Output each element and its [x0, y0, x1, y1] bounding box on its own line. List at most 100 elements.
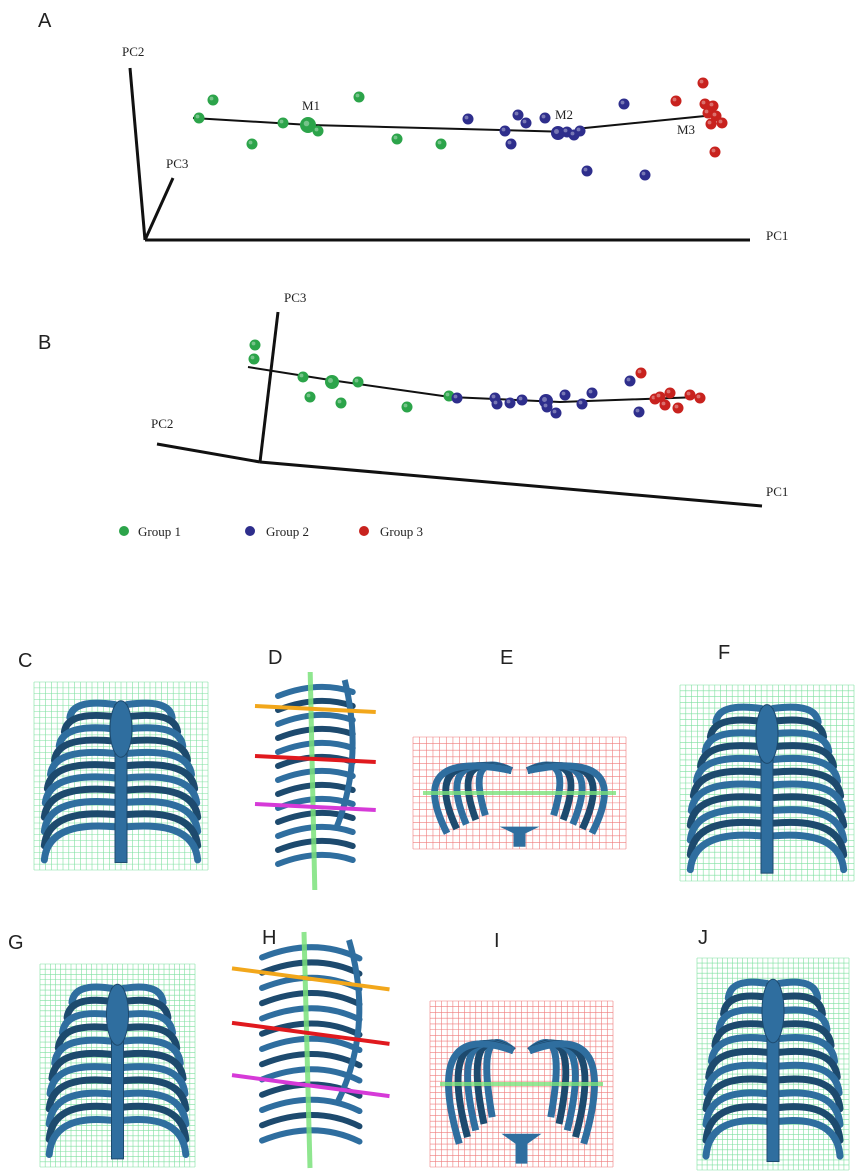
point: [654, 391, 666, 403]
point: [664, 387, 676, 399]
point: [297, 371, 309, 383]
rib: [686, 831, 765, 874]
rib: [775, 1047, 841, 1081]
point: [684, 389, 696, 401]
point-highlight: [437, 140, 442, 145]
point: [401, 401, 413, 413]
panel-label: B: [38, 332, 51, 354]
rib: [40, 785, 119, 821]
rib: [275, 851, 356, 867]
rib: [60, 711, 119, 736]
rib: [275, 767, 356, 783]
point-highlight: [543, 403, 548, 408]
rib: [775, 1103, 844, 1144]
rib: [703, 1061, 771, 1097]
point: [312, 125, 324, 137]
rib: [711, 1020, 771, 1050]
point-highlight: [501, 127, 506, 132]
rib-cage: [702, 978, 844, 1160]
rib: [769, 703, 822, 726]
rib: [769, 793, 848, 829]
point: [694, 392, 706, 404]
rib: [775, 1117, 844, 1160]
plane: [231, 1020, 390, 1046]
point: [520, 117, 532, 129]
rib: [55, 724, 119, 750]
rib: [689, 767, 765, 800]
panel-b: B PC3 PC2 PC1: [38, 290, 788, 508]
axis: [128, 67, 147, 241]
point: [246, 138, 258, 150]
rib: [693, 754, 765, 785]
rib: [769, 716, 828, 741]
point-highlight: [570, 131, 575, 136]
rib: [259, 944, 363, 962]
rib: [275, 809, 356, 825]
rib: [775, 978, 822, 1002]
point-highlight: [651, 395, 656, 400]
point: [705, 118, 717, 130]
sternum: [109, 700, 133, 758]
axis-label: PC1: [766, 228, 788, 243]
deformation-grid: [412, 736, 627, 850]
point-highlight: [656, 393, 661, 398]
renderings: C D E F G H I J: [8, 642, 855, 1171]
rib: [715, 1006, 771, 1034]
rib: [123, 773, 201, 807]
point-highlight: [445, 392, 450, 397]
point-highlight: [552, 409, 557, 414]
rib: [707, 1034, 771, 1065]
plane: [254, 802, 376, 812]
point-highlight: [250, 355, 255, 360]
point: [697, 77, 709, 89]
rib: [40, 798, 119, 835]
point-highlight: [514, 111, 519, 116]
point: [633, 406, 645, 418]
legend-marker: [119, 526, 129, 536]
rib: [775, 1020, 835, 1050]
panel-label: I: [494, 930, 500, 952]
rib: [123, 785, 202, 821]
rib: [769, 818, 848, 859]
point: [559, 389, 571, 401]
point: [491, 398, 503, 410]
rib: [123, 822, 202, 864]
rib: [775, 1061, 843, 1097]
point-highlight: [493, 400, 498, 405]
rib: [120, 983, 167, 1007]
axis-label: PC1: [766, 484, 788, 499]
point: [659, 399, 671, 411]
rib-cage: [686, 703, 848, 874]
panel-a: A PC2 PC3 PC1 M1 M2 M3: [38, 10, 788, 243]
rib: [686, 793, 765, 829]
rib: [769, 729, 833, 756]
rib: [775, 1034, 839, 1065]
point-highlight: [635, 408, 640, 413]
panel-label: F: [718, 642, 730, 664]
legend-marker: [245, 526, 255, 536]
rib: [775, 1075, 844, 1113]
rib: [120, 1089, 190, 1128]
rib: [705, 1047, 771, 1081]
point-highlight: [328, 378, 333, 383]
rib: [40, 822, 119, 864]
axis: [143, 177, 175, 241]
point-highlight: [641, 171, 646, 176]
panel-label: D: [268, 647, 282, 669]
point-highlight: [403, 403, 408, 408]
point: [499, 125, 511, 137]
rib: [769, 742, 837, 770]
point: [670, 95, 682, 107]
legend-marker: [359, 526, 369, 536]
rib: [702, 1103, 771, 1144]
rib: [769, 754, 841, 785]
point-highlight: [541, 114, 546, 119]
legend-label: Group 3: [380, 524, 423, 539]
point-highlight: [354, 378, 359, 383]
axis: [156, 442, 261, 464]
rib: [686, 806, 765, 844]
legend-label: Group 2: [266, 524, 309, 539]
vertebra: [501, 1133, 542, 1164]
rib: [769, 831, 848, 874]
